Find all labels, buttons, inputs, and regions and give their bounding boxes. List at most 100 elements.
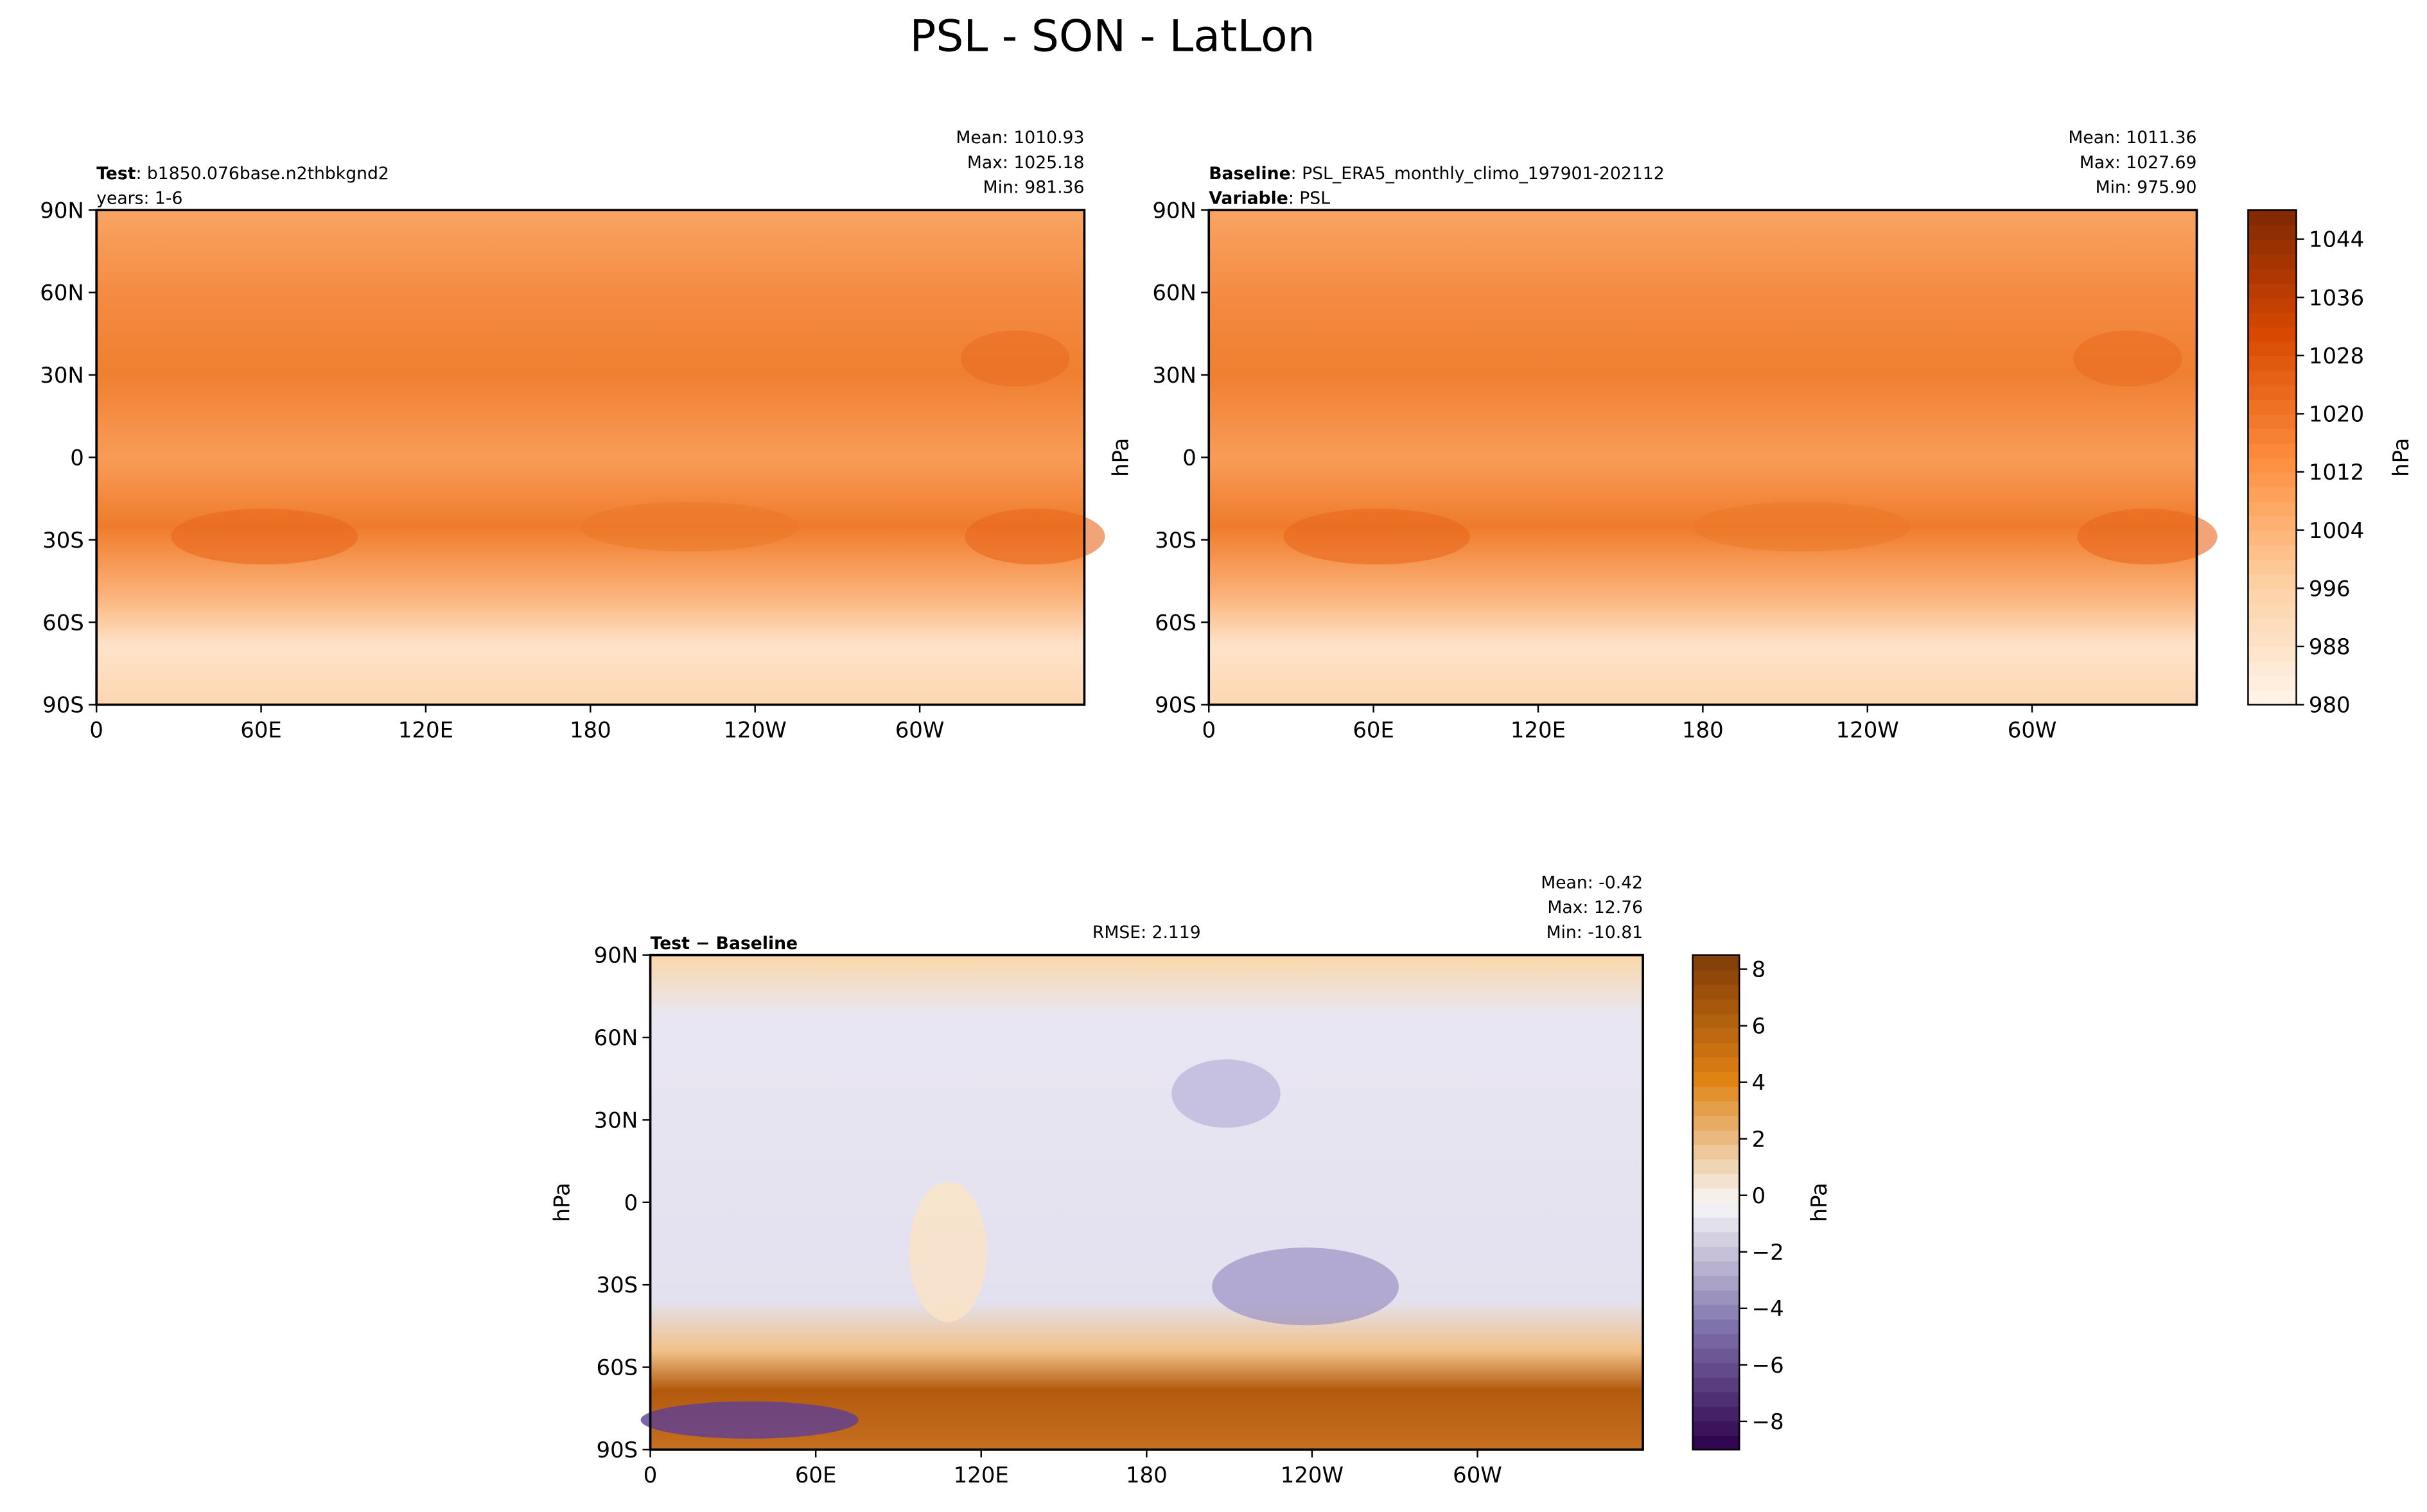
x-tick-label: 0 bbox=[1202, 717, 1216, 742]
x-tick-label: 0 bbox=[89, 717, 103, 742]
map-field bbox=[1209, 210, 2197, 705]
colorbar-band bbox=[2248, 428, 2297, 444]
map-high bbox=[965, 508, 1105, 565]
x-tick-label: 60W bbox=[895, 717, 945, 742]
colorbar-band bbox=[1692, 1405, 1740, 1421]
header-text: : PSL bbox=[1288, 189, 1330, 209]
colorbar-band bbox=[1692, 1348, 1740, 1364]
colorbar-band bbox=[2248, 370, 2297, 386]
colorbar-band bbox=[1692, 1275, 1740, 1290]
colorbar-band bbox=[2248, 559, 2297, 575]
colorbar-tick-label: 6 bbox=[1752, 1014, 1766, 1039]
colorbar-band bbox=[1692, 1013, 1740, 1029]
colorbar-band bbox=[2248, 385, 2297, 400]
stat-line: Max: 1027.69 bbox=[2080, 153, 2197, 173]
colorbar-band bbox=[1692, 1158, 1740, 1174]
stat-line: Mean: -0.42 bbox=[1541, 873, 1643, 892]
y-tick-label: 60S bbox=[597, 1355, 638, 1380]
colorbar-band bbox=[2248, 442, 2297, 458]
colorbar-band bbox=[2248, 690, 2297, 706]
colorbar-band bbox=[1692, 1318, 1740, 1334]
colorbar-band bbox=[2248, 516, 2297, 531]
y-tick-label: 60S bbox=[42, 610, 84, 635]
header-center: RMSE: 2.119 bbox=[1092, 923, 1201, 943]
colorbar-band bbox=[1692, 1435, 1740, 1451]
y-tick-label: 90S bbox=[597, 1438, 638, 1463]
header-line: years: 1-6 bbox=[96, 189, 182, 209]
x-tick-label: 120E bbox=[1511, 717, 1566, 742]
colorbar-label: hPa bbox=[2388, 438, 2414, 477]
colorbar-band bbox=[1692, 1042, 1740, 1058]
stat-line: Max: 1025.18 bbox=[967, 153, 1085, 173]
header-text: : PSL_ERA5_monthly_climo_197901-202112 bbox=[1291, 164, 1665, 184]
x-tick-label: 60W bbox=[1453, 1463, 1502, 1488]
colorbar-band bbox=[1692, 969, 1740, 986]
y-tick-label: 90S bbox=[42, 693, 84, 718]
y-tick-label: 60S bbox=[1155, 610, 1196, 635]
colorbar-tick-label: 1020 bbox=[2309, 402, 2364, 427]
colorbar-band bbox=[1692, 1289, 1740, 1305]
colorbar-tick-label: 1004 bbox=[2309, 518, 2364, 543]
colorbar-band bbox=[2248, 457, 2297, 473]
x-tick-label: 60E bbox=[240, 717, 282, 742]
map-high bbox=[1283, 508, 1471, 565]
colorbar-band bbox=[1692, 1100, 1740, 1117]
colorbar-band bbox=[1692, 1057, 1740, 1073]
y-tick-label: 0 bbox=[624, 1190, 638, 1215]
colorbar-tick-label: 2 bbox=[1752, 1127, 1766, 1152]
map-high bbox=[171, 508, 358, 565]
header-text: years: 1-6 bbox=[96, 189, 182, 209]
colorbar-tick-label: 996 bbox=[2309, 576, 2351, 601]
colorbar-band bbox=[2248, 602, 2297, 618]
map-field bbox=[650, 955, 1643, 1450]
colorbar-band bbox=[2248, 573, 2297, 589]
colorbar-tick-label: 988 bbox=[2309, 634, 2351, 659]
stat-line: Min: -10.81 bbox=[1546, 923, 1643, 943]
figure-title: PSL - SON - LatLon bbox=[910, 10, 1315, 61]
x-tick-label: 120E bbox=[398, 717, 453, 742]
colorbar-band bbox=[1692, 1086, 1740, 1102]
x-tick-label: 120W bbox=[1836, 717, 1899, 742]
colorbar-band bbox=[2248, 311, 2297, 327]
x-tick-label: 60E bbox=[795, 1463, 837, 1488]
x-tick-label: 180 bbox=[1126, 1463, 1168, 1488]
header-key: Baseline bbox=[1209, 164, 1290, 184]
colorbar-band bbox=[2248, 486, 2297, 502]
colorbar-band bbox=[2248, 399, 2297, 415]
colorbar-label: hPa bbox=[1807, 1183, 1832, 1222]
header-line: Test − Baseline bbox=[651, 934, 798, 953]
y-tick-label: 60N bbox=[1152, 281, 1196, 306]
x-tick-label: 0 bbox=[644, 1463, 658, 1488]
stat-line: Mean: 1011.36 bbox=[2068, 128, 2196, 148]
colorbar-band bbox=[1692, 1377, 1740, 1393]
y-tick-label: 90N bbox=[594, 943, 638, 968]
y-tick-label: 30S bbox=[597, 1273, 638, 1298]
map-field bbox=[96, 210, 1085, 705]
colorbar-band bbox=[1692, 1129, 1740, 1145]
colorbar-tick-label: 1012 bbox=[2309, 460, 2364, 485]
header-key: Test bbox=[96, 164, 136, 184]
colorbar-band bbox=[2248, 646, 2297, 662]
map-high bbox=[2073, 330, 2182, 387]
x-tick-label: 180 bbox=[570, 717, 611, 742]
colorbar-band bbox=[2248, 501, 2297, 517]
x-tick-label: 60E bbox=[1353, 717, 1394, 742]
header-text: : b1850.076base.n2thbkgnd2 bbox=[136, 164, 389, 184]
header-line: Baseline: PSL_ERA5_monthly_climo_197901-… bbox=[1209, 164, 1664, 184]
map-anomaly bbox=[640, 1401, 859, 1439]
colorbar-band bbox=[1692, 955, 1740, 971]
colorbar-band bbox=[1692, 1231, 1740, 1247]
colorbar-band bbox=[2248, 326, 2297, 342]
x-tick-label: 120E bbox=[954, 1463, 1009, 1488]
colorbar-band bbox=[2248, 210, 2297, 226]
y-tick-label: 30N bbox=[1152, 363, 1196, 388]
colorbar-tick-label: −4 bbox=[1752, 1296, 1784, 1321]
colorbar-band bbox=[1692, 998, 1740, 1014]
stat-line: Mean: 1010.93 bbox=[956, 128, 1084, 148]
colorbar-band bbox=[1692, 1027, 1740, 1043]
colorbar-band bbox=[2248, 355, 2297, 371]
colorbar-band bbox=[2248, 632, 2297, 648]
colorbar-band bbox=[1692, 1333, 1740, 1349]
